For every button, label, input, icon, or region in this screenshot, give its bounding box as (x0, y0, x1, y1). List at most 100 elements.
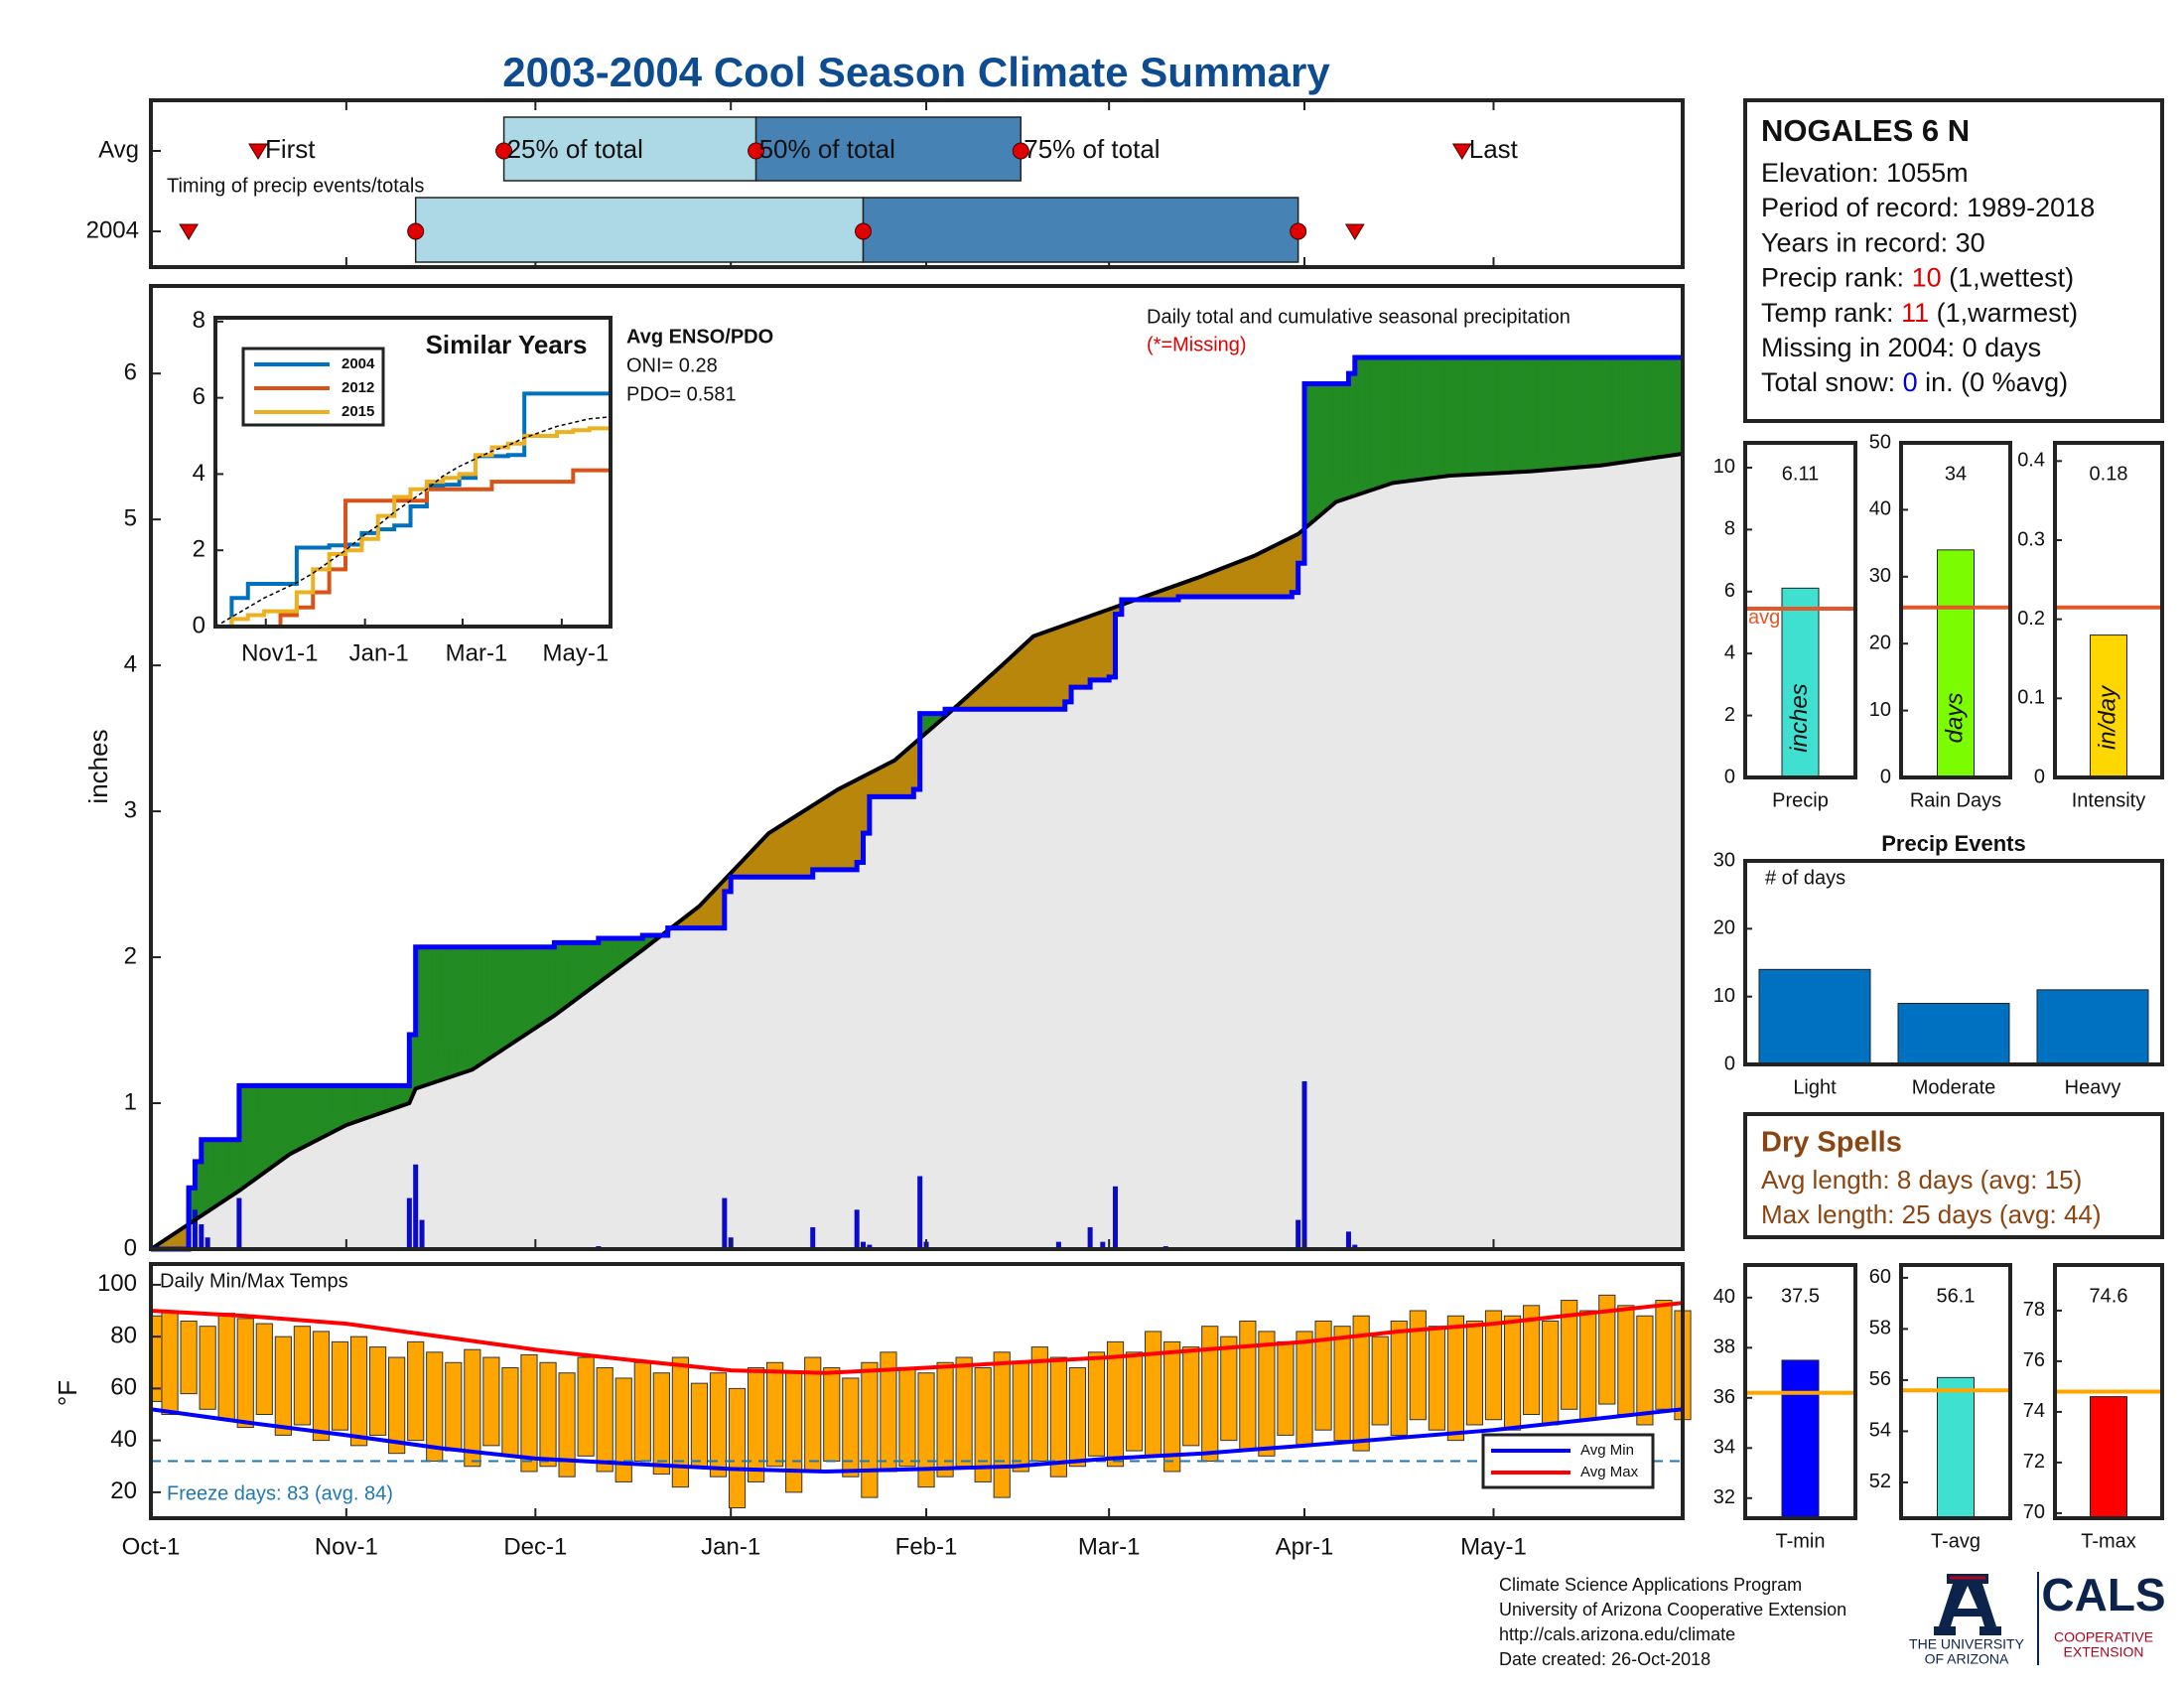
daily-bar (1352, 1244, 1358, 1249)
value-label: 0.18 (2090, 463, 2128, 485)
panel-frame (149, 284, 1685, 1251)
legend-label: 2004 (341, 355, 375, 372)
temp-range-bar (842, 1377, 860, 1477)
season-cumulative-line (151, 354, 1683, 1252)
station-text: (1,wettest) (1942, 263, 2075, 293)
temp-range-bar (293, 1326, 311, 1426)
total-marker (1012, 142, 1029, 160)
legend-label: Avg Min (1580, 1442, 1634, 1459)
station-line: Total snow: 0 in. (0 %avg) (1761, 367, 2068, 397)
station-text: Precip rank: (1761, 263, 1912, 293)
temp-range-bar (993, 1351, 1011, 1498)
daily-bar (1345, 1231, 1351, 1249)
temp-range-bar (747, 1366, 765, 1482)
extension-name: EXTENSION (2064, 1644, 2144, 1660)
y-tick-label: 74 (2023, 1400, 2045, 1422)
temp-range-bar (1201, 1326, 1219, 1463)
daily-bar (1087, 1226, 1093, 1249)
temp-range-bar (236, 1318, 254, 1429)
event-marker (179, 223, 199, 240)
station-text: Period of record: 1989-2018 (1761, 193, 2095, 222)
y-tick-label: 8 (1724, 518, 1735, 540)
daily-bar (419, 1219, 425, 1249)
daily-bar (1296, 1219, 1301, 1249)
temp-range-bar (1012, 1361, 1029, 1473)
y-tick-label: 36 (1713, 1386, 1735, 1408)
temp-range-bar (823, 1366, 841, 1463)
year-line (215, 426, 611, 629)
temp-range-bar (1390, 1320, 1408, 1436)
temp-range-bar (1333, 1326, 1351, 1442)
panel-frame (149, 98, 1685, 269)
bar (1781, 587, 1820, 778)
y-tick-label: 32 (1713, 1486, 1735, 1508)
event-marker (1344, 223, 1365, 240)
footer-line: Climate Science Applications Program (1499, 1575, 1802, 1595)
y-tick-label: 2 (193, 536, 205, 563)
x-tick-label: Jan-1 (349, 639, 409, 666)
bar (2090, 634, 2127, 778)
timing-note: Timing of precip events/totals (167, 175, 424, 197)
panel-frame (1743, 859, 2164, 1066)
total-marker (1290, 222, 1307, 240)
x-tick-label: May-1 (543, 639, 610, 666)
temp-range-bar (1598, 1294, 1616, 1405)
y-tick-label: 100 (97, 1270, 137, 1297)
panel-frame (2053, 1263, 2164, 1520)
temp-range-bar (388, 1356, 406, 1455)
temp-range-bar (1163, 1340, 1181, 1473)
bar-label: in/day (2094, 684, 2120, 750)
temp-range-bar (426, 1351, 444, 1463)
inset-annotation: Avg ENSO/PDO (626, 326, 773, 348)
temp-range-bar (407, 1340, 425, 1442)
daily-bar (722, 1197, 728, 1249)
ua-name: OF ARIZONA (1925, 1651, 2009, 1667)
temp-range-bar (1542, 1320, 1560, 1426)
temp-range-bar (1352, 1315, 1370, 1452)
temp-range-bar (501, 1366, 519, 1457)
panel-caption: Daily total and cumulative seasonal prec… (1147, 306, 1570, 328)
bar (1781, 1359, 1820, 1519)
x-tick-label: Heavy (2065, 1076, 2121, 1098)
y-tick-label: 34 (1713, 1437, 1735, 1459)
x-tick-label: Mar-1 (446, 639, 508, 666)
panel-frame (1743, 1112, 2164, 1239)
temp-range-bar (936, 1361, 954, 1477)
inset-title: Similar Years (426, 330, 588, 359)
dry-spells-title: Dry Spells (1761, 1127, 1902, 1159)
bar (2036, 989, 2149, 1065)
avg-line (214, 416, 612, 628)
temp-range-bar (898, 1366, 916, 1468)
temp-range-bar (558, 1372, 576, 1477)
panel-frame (1899, 1263, 2012, 1520)
y-axis-label: # of days (1765, 867, 1845, 889)
temp-range-bar (1446, 1315, 1465, 1442)
footer-line: University of Arizona Cooperative Extens… (1499, 1600, 1846, 1619)
station-line: Temp rank: 11 (1,warmest) (1761, 298, 2078, 328)
y-tick-label: 0.4 (2017, 450, 2045, 472)
y-tick-label: 54 (1869, 1420, 1891, 1442)
y-tick-label: 0.1 (2017, 687, 2045, 709)
temp-range-bar (1068, 1366, 1087, 1468)
temp-range-bar (1182, 1346, 1200, 1447)
daily-bar (236, 1197, 242, 1249)
temp-range-bar (1030, 1346, 1048, 1463)
y-tick-label: 0 (124, 1234, 137, 1261)
y-tick-label: 76 (2023, 1349, 2045, 1371)
temp-range-bar (1409, 1310, 1427, 1421)
station-line: Missing in 2004: 0 days (1761, 333, 2041, 362)
total-marker (407, 222, 425, 240)
temp-range-bar (331, 1340, 349, 1431)
y-tick-label: 52 (1869, 1471, 1891, 1492)
station-text: (1,warmest) (1929, 298, 2078, 328)
temp-range-bar (1087, 1351, 1106, 1457)
y-tick-label: 4 (124, 650, 137, 677)
temp-range-bar (1503, 1315, 1522, 1431)
temp-range-bar (766, 1361, 784, 1468)
cals-name: CALS (2041, 1569, 2165, 1620)
x-tick-label: Nov1-1 (241, 639, 318, 666)
y-tick-label: 8 (193, 307, 205, 334)
timing-label: First (265, 134, 316, 164)
value-label: 56.1 (1937, 1285, 1976, 1307)
